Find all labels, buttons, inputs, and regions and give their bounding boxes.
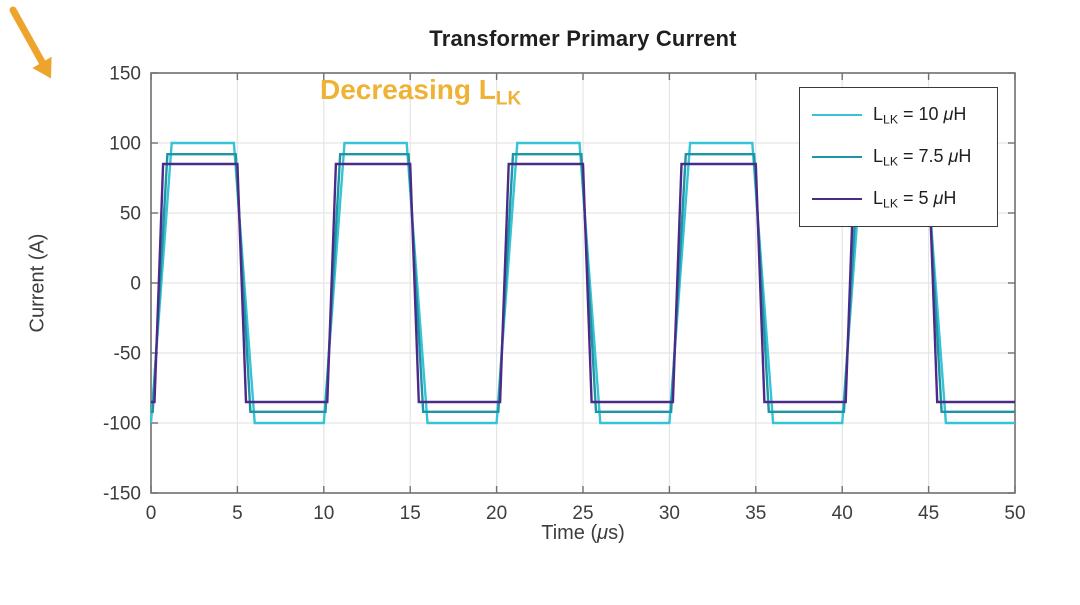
svg-text:35: 35 — [745, 503, 766, 524]
legend: LLK = 10 μH LLK = 7.5 μH LLK = 5 μH — [799, 87, 998, 227]
mu-symbol: μ — [597, 522, 609, 544]
decreasing-arrow — [9, 6, 52, 79]
x-tick-labels: 0 5 10 15 20 25 30 35 40 45 50 — [146, 503, 1026, 524]
y-axis-label: Current (A) — [26, 233, 49, 333]
svg-text:-50: -50 — [114, 344, 141, 365]
svg-text:20: 20 — [486, 503, 507, 524]
svg-text:100: 100 — [109, 134, 141, 155]
svg-text:45: 45 — [918, 503, 939, 524]
svg-text:50: 50 — [1004, 503, 1025, 524]
svg-text:150: 150 — [109, 64, 141, 85]
svg-text:10: 10 — [313, 503, 334, 524]
svg-text:15: 15 — [400, 503, 421, 524]
chart-title: Transformer Primary Current — [429, 26, 737, 51]
svg-text:30: 30 — [659, 503, 680, 524]
legend-label-7p5uH: LLK = 7.5 μH — [873, 145, 972, 169]
x-axis-label: Time (μs) — [541, 522, 625, 544]
legend-line-sample-7p5uH — [812, 155, 862, 158]
svg-text:5: 5 — [232, 503, 243, 524]
legend-label-10uH: LLK = 10 μH — [873, 103, 967, 127]
series-line-0 — [149, 141, 1015, 425]
svg-text:-150: -150 — [103, 484, 141, 505]
legend-line-sample-5uH — [812, 197, 862, 200]
annotation-decreasing-llk: Decreasing LLK — [320, 74, 522, 110]
legend-item-10uH: LLK = 10 μH — [812, 104, 997, 126]
series-line-1 — [151, 152, 1015, 413]
svg-text:50: 50 — [120, 204, 141, 225]
svg-text:0: 0 — [146, 503, 157, 524]
svg-text:0: 0 — [130, 274, 141, 295]
svg-text:40: 40 — [832, 503, 853, 524]
svg-text:25: 25 — [572, 503, 593, 524]
y-tick-labels: -150 -100 -50 0 50 100 150 — [103, 64, 141, 505]
series-line-2 — [151, 162, 1015, 404]
legend-item-7p5uH: LLK = 7.5 μH — [812, 146, 997, 168]
svg-text:-100: -100 — [103, 414, 141, 435]
legend-label-5uH: LLK = 5 μH — [873, 187, 957, 211]
legend-item-5uH: LLK = 5 μH — [812, 188, 997, 210]
legend-line-sample-10uH — [812, 113, 862, 116]
